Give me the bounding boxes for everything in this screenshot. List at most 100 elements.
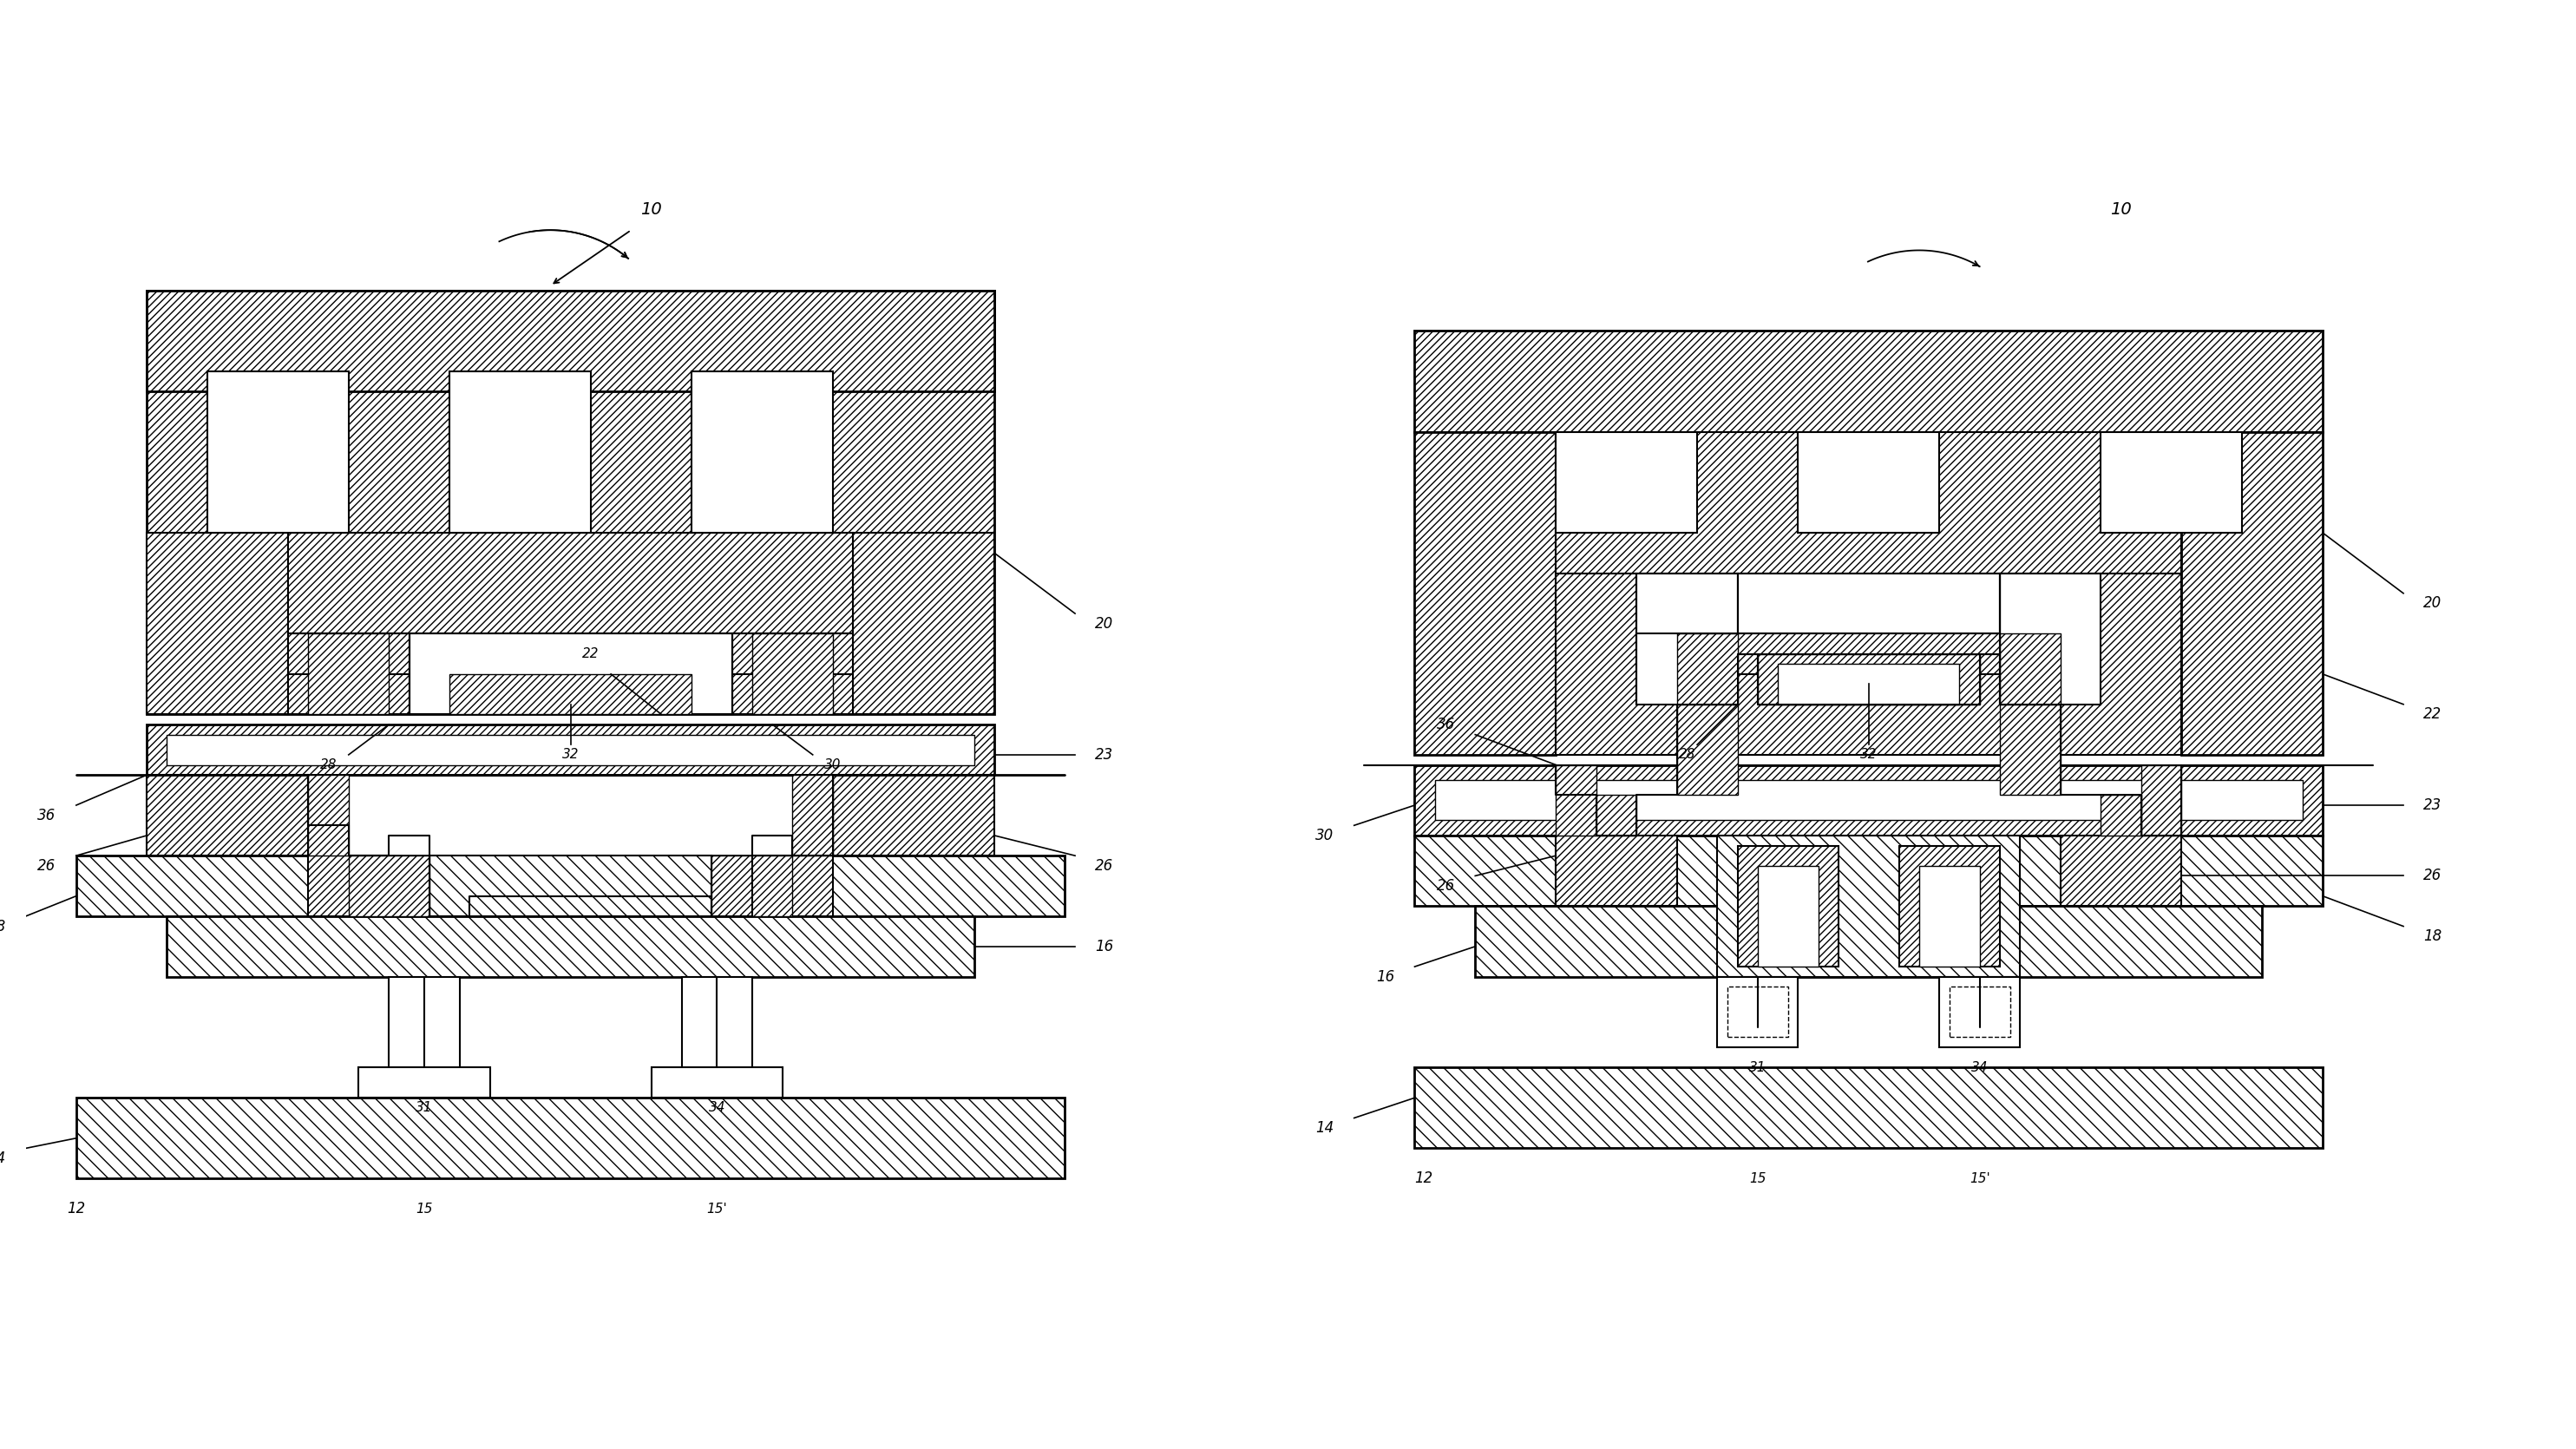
Text: 23: 23 bbox=[1095, 748, 1113, 762]
Text: 15: 15 bbox=[415, 1203, 433, 1216]
Bar bbox=[309, 775, 348, 856]
Text: 36: 36 bbox=[39, 807, 57, 823]
Bar bbox=[1414, 836, 2324, 906]
Text: 36: 36 bbox=[1437, 717, 1455, 732]
Bar bbox=[1919, 865, 1978, 966]
Text: 18: 18 bbox=[2424, 929, 2442, 945]
Bar bbox=[1414, 330, 2324, 432]
Bar bbox=[358, 1068, 489, 1098]
Text: 15': 15' bbox=[706, 1203, 726, 1216]
Bar bbox=[1736, 846, 1839, 966]
Bar bbox=[1556, 432, 2182, 574]
Text: 23: 23 bbox=[2424, 797, 2442, 813]
Text: 14: 14 bbox=[0, 1151, 5, 1166]
Bar bbox=[732, 633, 853, 714]
Bar bbox=[793, 775, 832, 856]
Text: 26: 26 bbox=[1437, 878, 1455, 894]
Text: 28: 28 bbox=[319, 758, 337, 771]
Bar bbox=[1636, 574, 1736, 704]
Bar bbox=[1556, 574, 2182, 755]
Bar bbox=[683, 977, 752, 1078]
Text: 34: 34 bbox=[708, 1101, 726, 1114]
Bar bbox=[147, 724, 994, 775]
Bar bbox=[77, 1098, 1064, 1178]
Bar bbox=[1677, 633, 1736, 704]
Bar bbox=[1728, 987, 1788, 1037]
Text: 31: 31 bbox=[1749, 1061, 1767, 1074]
Text: 16: 16 bbox=[1095, 939, 1113, 955]
Bar bbox=[206, 371, 348, 533]
Text: 12: 12 bbox=[67, 1201, 85, 1217]
Bar bbox=[1718, 836, 2020, 977]
Text: 16: 16 bbox=[1376, 969, 1394, 984]
Bar bbox=[1414, 765, 2324, 836]
Bar bbox=[1556, 432, 1698, 533]
Bar bbox=[309, 633, 389, 714]
Bar bbox=[309, 856, 389, 916]
Text: 30: 30 bbox=[1316, 827, 1334, 843]
Bar bbox=[389, 977, 459, 1078]
Bar bbox=[1999, 633, 2061, 704]
Bar bbox=[147, 291, 994, 391]
Bar bbox=[1597, 796, 1636, 836]
Bar bbox=[1718, 977, 1798, 1048]
Bar bbox=[1435, 780, 2303, 820]
Bar bbox=[167, 735, 974, 765]
Bar bbox=[1736, 574, 1999, 633]
Bar bbox=[711, 856, 793, 916]
Text: 31: 31 bbox=[415, 1101, 433, 1114]
Bar bbox=[1556, 836, 1677, 906]
Text: 22: 22 bbox=[582, 648, 600, 661]
Bar bbox=[1757, 865, 1819, 966]
Bar bbox=[147, 533, 289, 714]
Bar bbox=[430, 856, 711, 916]
Text: 12: 12 bbox=[1414, 1171, 1432, 1187]
Text: 10: 10 bbox=[641, 201, 662, 219]
Bar bbox=[752, 633, 832, 714]
Bar bbox=[167, 916, 974, 977]
Bar bbox=[752, 856, 832, 916]
Bar bbox=[1899, 846, 1999, 966]
Text: 26: 26 bbox=[39, 858, 57, 874]
Text: 10: 10 bbox=[2110, 201, 2133, 219]
Text: 32: 32 bbox=[562, 748, 580, 761]
Bar bbox=[1757, 653, 1978, 704]
Text: 22: 22 bbox=[2424, 707, 2442, 722]
Bar bbox=[1556, 765, 1597, 836]
Bar bbox=[690, 371, 832, 533]
Text: 15: 15 bbox=[1749, 1172, 1767, 1185]
Bar bbox=[147, 291, 994, 714]
Text: 30: 30 bbox=[824, 758, 842, 771]
Bar bbox=[77, 856, 1064, 916]
Text: 18: 18 bbox=[0, 919, 5, 935]
Bar bbox=[147, 775, 309, 856]
Text: 32: 32 bbox=[1860, 748, 1878, 761]
Text: 34: 34 bbox=[1971, 1061, 1989, 1074]
Text: 20: 20 bbox=[2424, 596, 2442, 611]
Bar bbox=[2061, 836, 2182, 906]
Bar bbox=[2182, 432, 2324, 755]
Bar bbox=[2102, 796, 2141, 836]
Bar bbox=[2141, 765, 2182, 836]
Bar bbox=[832, 775, 994, 856]
Text: 14: 14 bbox=[1316, 1120, 1334, 1136]
Bar bbox=[1798, 432, 1940, 533]
Bar bbox=[410, 633, 732, 714]
Bar bbox=[448, 674, 690, 714]
Bar bbox=[1414, 432, 1556, 755]
Text: 20: 20 bbox=[1095, 616, 1113, 632]
Text: 26: 26 bbox=[1095, 858, 1113, 874]
Bar bbox=[1414, 1068, 2324, 1148]
Bar bbox=[1677, 704, 1736, 796]
Bar bbox=[853, 533, 994, 714]
Bar bbox=[348, 856, 430, 916]
Bar bbox=[289, 633, 410, 714]
Bar bbox=[652, 1068, 783, 1098]
Bar bbox=[289, 533, 853, 633]
Bar bbox=[2102, 432, 2241, 533]
Text: 15': 15' bbox=[1971, 1172, 1989, 1185]
Bar bbox=[1777, 664, 1960, 704]
Text: 28: 28 bbox=[1680, 748, 1695, 761]
Bar bbox=[448, 371, 590, 533]
Bar bbox=[1940, 977, 2020, 1048]
